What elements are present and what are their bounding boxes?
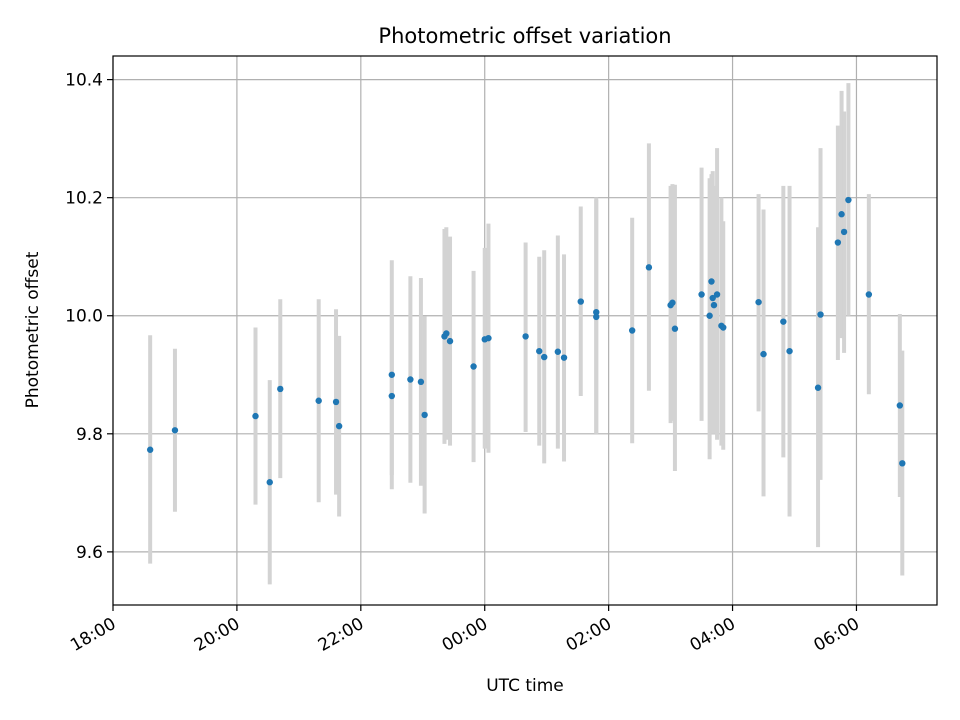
data-point (669, 299, 676, 306)
data-point (277, 385, 284, 393)
y-tick-label: 10.2 (65, 189, 103, 209)
data-point (407, 376, 414, 383)
data-point (760, 350, 767, 358)
data-point (315, 397, 322, 404)
data-point (443, 330, 450, 337)
data-point (252, 412, 259, 420)
data-point (171, 427, 179, 434)
data-point (845, 196, 852, 204)
y-tick-label: 10.4 (65, 71, 103, 91)
data-point (817, 311, 824, 318)
data-point (706, 312, 713, 319)
data-point (671, 325, 679, 332)
data-point (645, 264, 653, 271)
data-point (720, 324, 727, 331)
y-tick-label: 9.6 (76, 543, 103, 563)
data-point (593, 309, 600, 316)
data-point (417, 378, 425, 386)
data-point (335, 422, 343, 430)
data-point (577, 298, 584, 305)
data-point (834, 239, 842, 246)
data-point (628, 327, 636, 334)
data-point (536, 347, 543, 355)
x-axis-label: UTC time (486, 676, 564, 696)
data-point (698, 291, 705, 298)
data-point (865, 291, 873, 298)
data-point (470, 363, 477, 370)
data-point (266, 479, 273, 486)
data-point (709, 294, 716, 302)
data-point (541, 353, 548, 361)
data-point (593, 313, 600, 321)
y-tick-label: 10.0 (65, 307, 103, 327)
data-point (710, 301, 718, 309)
data-point (713, 291, 721, 298)
point-layer (146, 196, 906, 486)
data-point (896, 402, 904, 409)
plot-frame (112, 55, 938, 606)
data-point (755, 298, 762, 306)
data-point (485, 334, 492, 342)
data-point (388, 371, 395, 378)
y-tick-label: 9.8 (76, 425, 103, 445)
data-point (421, 411, 428, 419)
data-point (708, 278, 715, 285)
data-point (332, 398, 340, 406)
data-point (446, 337, 454, 345)
data-point (522, 333, 529, 340)
data-point (554, 348, 562, 355)
data-point (388, 392, 395, 400)
data-point (838, 211, 845, 218)
y-axis-label: Photometric offset (23, 251, 43, 408)
data-point (814, 384, 822, 391)
grid-layer (112, 56, 937, 605)
chart-title: Photometric offset variation (378, 24, 671, 48)
data-point (560, 354, 568, 361)
data-point (899, 460, 906, 467)
data-point (786, 347, 793, 355)
data-point (780, 318, 787, 325)
data-point (146, 446, 154, 453)
data-point (840, 228, 848, 236)
